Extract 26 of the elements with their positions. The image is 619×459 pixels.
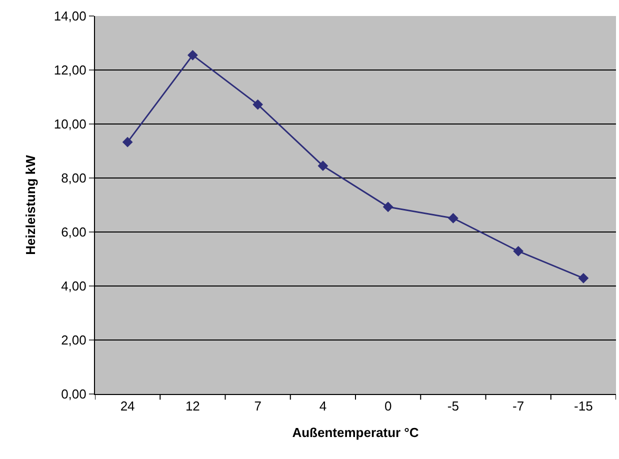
y-axis-title: Heizleistung kW	[22, 154, 38, 255]
point	[252, 99, 264, 110]
point	[513, 246, 524, 256]
x-tick-label: 4	[319, 398, 327, 414]
x-tick-label: 24	[120, 398, 135, 414]
x-tick-label: 12	[185, 398, 200, 414]
y-tick-label: 10,00	[54, 116, 86, 132]
y-tick-label: 14,00	[54, 8, 86, 24]
point	[318, 160, 328, 172]
y-tick-label: 4,00	[61, 278, 86, 294]
point	[578, 272, 589, 284]
point	[448, 213, 458, 224]
point	[382, 202, 394, 212]
x-tick-label: -7	[512, 398, 524, 414]
y-tick-label: 0,00	[61, 386, 86, 402]
x-tick-label: -15	[574, 398, 593, 414]
point	[187, 50, 198, 60]
y-tick-label: 2,00	[61, 332, 86, 348]
point	[122, 136, 133, 148]
y-tick-label: 12,00	[54, 62, 86, 78]
x-axis-title: Außentemperatur °C	[292, 425, 420, 440]
y-tick-label: 8,00	[61, 170, 86, 186]
y-tick-label: 6,00	[61, 224, 86, 240]
x-tick-label: 0	[384, 398, 392, 414]
x-tick-label: 7	[254, 398, 262, 414]
x-tick-label: -5	[447, 398, 459, 414]
